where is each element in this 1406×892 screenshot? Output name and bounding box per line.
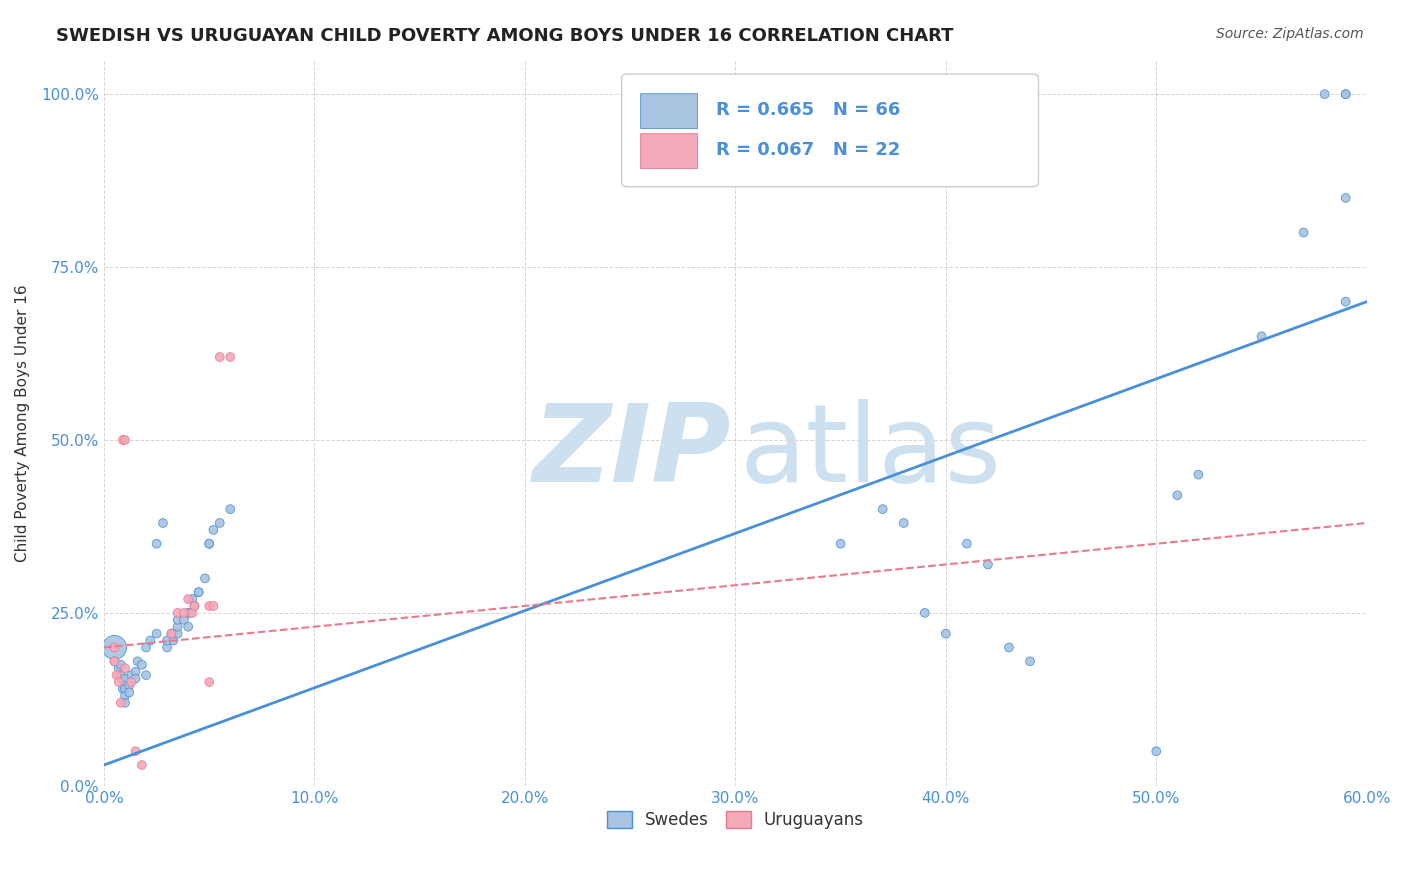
Point (1313, 87, 1336, 102)
Point (187, 585, 209, 599)
FancyBboxPatch shape (641, 94, 697, 128)
Point (177, 620, 200, 634)
Point (127, 654, 149, 668)
Point (183, 599, 205, 613)
Point (1250, 329, 1272, 343)
Point (893, 516, 915, 530)
Point (1334, 191, 1357, 205)
Text: ZIP: ZIP (533, 399, 731, 505)
Point (198, 675, 221, 690)
Point (111, 681, 134, 696)
Point (166, 606, 188, 620)
Point (181, 592, 204, 607)
Point (114, 696, 136, 710)
Point (198, 537, 221, 551)
Point (1187, 467, 1209, 482)
Point (131, 758, 153, 772)
Point (177, 592, 200, 607)
Point (103, 654, 125, 668)
Point (187, 585, 209, 599)
Point (914, 606, 936, 620)
Point (1292, 226, 1315, 240)
Point (1166, 488, 1188, 502)
Point (120, 675, 142, 690)
FancyBboxPatch shape (641, 134, 697, 169)
Point (219, 350, 242, 364)
Point (173, 613, 195, 627)
Point (194, 571, 217, 585)
Point (131, 657, 153, 672)
Point (145, 626, 167, 640)
Point (830, 537, 852, 551)
Point (111, 433, 134, 447)
Point (202, 523, 225, 537)
FancyBboxPatch shape (621, 74, 1039, 186)
Point (956, 537, 979, 551)
Point (162, 633, 184, 648)
Point (166, 626, 188, 640)
Point (160, 626, 183, 640)
Point (198, 537, 221, 551)
Point (208, 516, 231, 530)
Point (872, 502, 894, 516)
Point (181, 606, 204, 620)
Point (139, 633, 162, 648)
Text: SWEDISH VS URUGUAYAN CHILD POVERTY AMONG BOYS UNDER 16 CORRELATION CHART: SWEDISH VS URUGUAYAN CHILD POVERTY AMONG… (56, 27, 953, 45)
Point (110, 696, 132, 710)
Point (160, 626, 183, 640)
Point (124, 665, 146, 679)
Point (198, 599, 221, 613)
Text: Source: ZipAtlas.com: Source: ZipAtlas.com (1216, 27, 1364, 41)
Point (208, 350, 231, 364)
Point (166, 613, 188, 627)
Point (135, 668, 157, 682)
Point (152, 516, 174, 530)
Point (145, 537, 167, 551)
Point (156, 633, 179, 648)
Point (114, 661, 136, 675)
Point (202, 599, 225, 613)
Point (103, 640, 125, 655)
Point (135, 640, 157, 655)
Point (118, 679, 141, 693)
Point (105, 668, 128, 682)
Point (124, 744, 146, 758)
Point (156, 640, 179, 655)
Legend: Swedes, Uruguayans: Swedes, Uruguayans (600, 804, 870, 836)
Text: R = 0.665   N = 66: R = 0.665 N = 66 (717, 102, 901, 120)
Point (166, 620, 188, 634)
Point (110, 668, 132, 682)
Point (179, 606, 201, 620)
Text: R = 0.067   N = 22: R = 0.067 N = 22 (717, 141, 901, 160)
Point (1334, 87, 1357, 102)
Point (107, 675, 129, 690)
Point (110, 657, 132, 672)
Point (124, 672, 146, 686)
Point (935, 626, 957, 640)
Point (103, 640, 125, 655)
Point (118, 685, 141, 699)
Point (114, 689, 136, 703)
Point (998, 640, 1021, 655)
Point (120, 668, 142, 682)
Point (177, 606, 200, 620)
Point (114, 672, 136, 686)
Point (1334, 87, 1357, 102)
Point (162, 626, 184, 640)
Y-axis label: Child Poverty Among Boys Under 16: Child Poverty Among Boys Under 16 (15, 284, 30, 561)
Point (1334, 294, 1357, 309)
Point (107, 661, 129, 675)
Point (977, 558, 1000, 572)
Point (173, 606, 195, 620)
Point (111, 675, 134, 690)
Point (114, 433, 136, 447)
Point (114, 681, 136, 696)
Point (219, 502, 242, 516)
Point (114, 679, 136, 693)
Point (183, 599, 205, 613)
Point (1019, 654, 1042, 668)
Point (103, 654, 125, 668)
Point (1144, 744, 1167, 758)
Text: atlas: atlas (740, 399, 1001, 505)
